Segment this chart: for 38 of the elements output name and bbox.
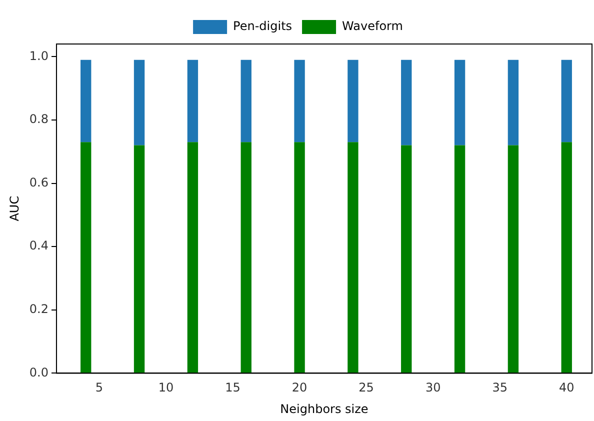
bar — [348, 60, 358, 142]
bar — [454, 60, 466, 146]
y-tick-label: 0.6 — [29, 175, 48, 190]
bar — [240, 142, 252, 373]
y-tick-label: 0.8 — [29, 112, 48, 126]
bar — [134, 60, 145, 146]
y-axis-title: AUC — [7, 196, 22, 222]
x-tick-label: 35 — [492, 380, 508, 395]
bar — [561, 60, 572, 142]
bar — [240, 60, 252, 142]
y-tick-label: 0.4 — [29, 238, 48, 253]
x-axis-title: Neighbors size — [280, 402, 368, 416]
bar — [454, 145, 466, 373]
y-tick-label: 0.2 — [29, 302, 48, 316]
x-tick-label: 15 — [225, 380, 240, 395]
bar — [294, 60, 305, 142]
bar — [80, 142, 92, 373]
legend-label: Pen-digits — [233, 19, 292, 34]
bar — [294, 142, 305, 373]
x-tick-label: 20 — [292, 380, 308, 395]
bar — [134, 145, 145, 373]
legend-label: Waveform — [342, 19, 403, 34]
x-tick-label: 5 — [95, 380, 104, 395]
bar — [187, 60, 198, 142]
bar — [187, 142, 198, 373]
y-tick-label: 1.0 — [29, 48, 48, 63]
bar — [401, 60, 412, 146]
bar — [508, 60, 519, 146]
x-tick-label: 40 — [558, 380, 574, 395]
bar — [561, 142, 572, 373]
bar — [348, 142, 358, 373]
x-tick-label: 10 — [158, 380, 174, 395]
x-tick-label: 30 — [425, 380, 441, 395]
bar — [508, 145, 519, 373]
bar — [401, 145, 412, 373]
x-tick-label: 25 — [358, 380, 374, 395]
bar — [80, 60, 92, 142]
y-tick-label: 0.0 — [29, 365, 48, 380]
